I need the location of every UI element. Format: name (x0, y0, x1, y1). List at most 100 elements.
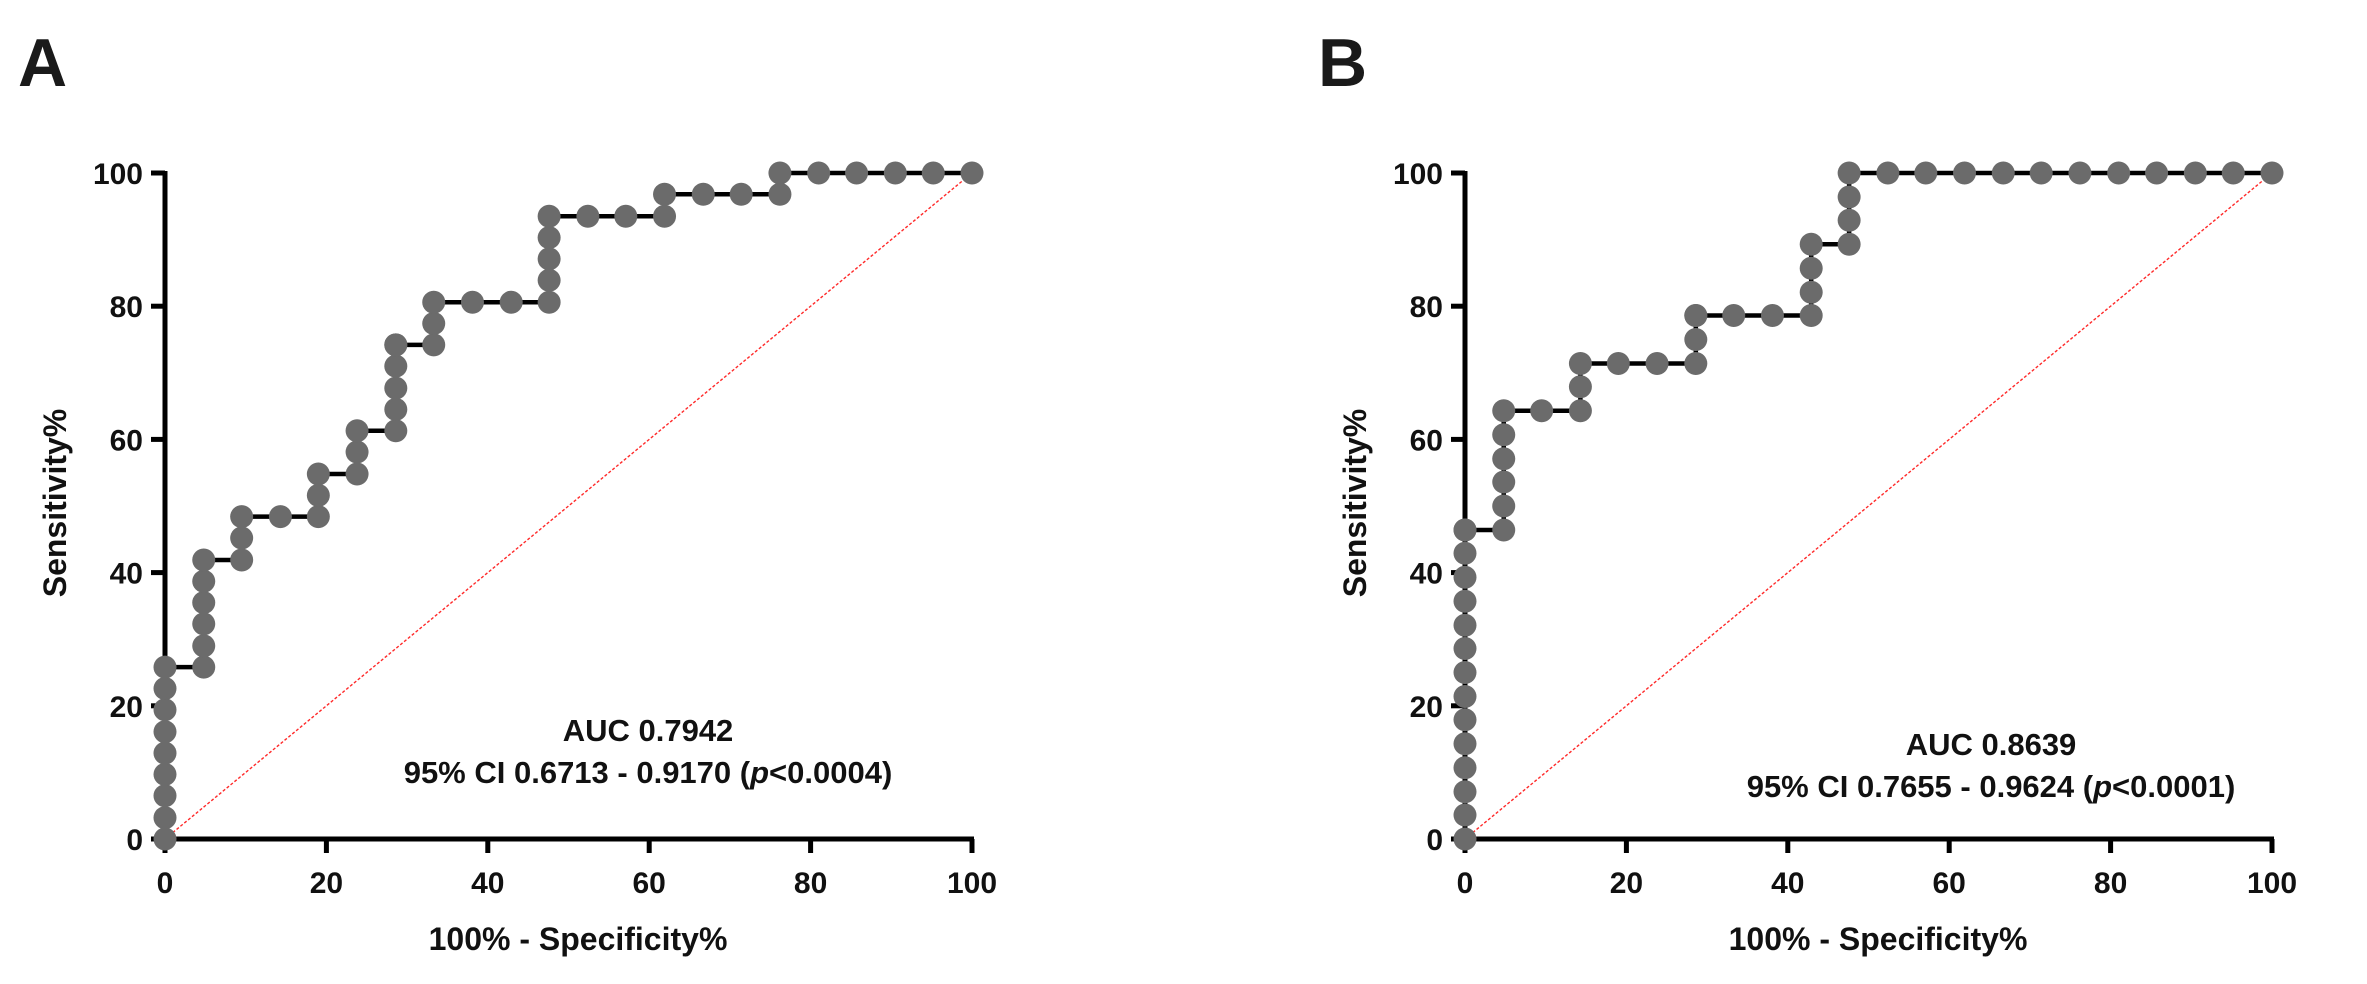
panel-a: A 0 20 40 60 80 100 0 20 40 60 80 100 100% - Specif… (18, 25, 997, 957)
roc-point (153, 806, 177, 830)
roc-point (422, 333, 446, 357)
roc-point (153, 762, 177, 786)
roc-point (1991, 161, 2015, 185)
ci-label: 95% CI 0.7655 - 0.9624 (p<0.0001) (1747, 769, 2236, 804)
roc-point (384, 376, 408, 400)
roc-point (1684, 351, 1708, 375)
reference-diagonal (1464, 172, 2273, 840)
roc-point (1453, 589, 1477, 613)
x-tick-label: 60 (633, 867, 666, 900)
y-tick-label: 60 (1410, 424, 1443, 457)
roc-point (1837, 208, 1861, 232)
y-axis-title: Sensitivity% (37, 409, 73, 598)
roc-point (1914, 161, 1938, 185)
roc-point (345, 462, 369, 486)
roc-point (2183, 161, 2207, 185)
panel-letter-b: B (1318, 25, 1367, 101)
roc-point (1684, 304, 1708, 328)
roc-point (1453, 708, 1477, 732)
roc-point (768, 182, 792, 206)
roc-point (1837, 161, 1861, 185)
roc-point (2068, 161, 2092, 185)
roc-point (1492, 447, 1516, 471)
roc-point (384, 419, 408, 443)
roc-point (153, 655, 177, 679)
roc-point (1453, 827, 1477, 851)
x-tick-label: 0 (157, 867, 174, 900)
roc-point (192, 612, 216, 636)
roc-point (1453, 780, 1477, 804)
x-tick-label: 80 (794, 867, 827, 900)
roc-point (2221, 161, 2245, 185)
x-tick-label: 100 (947, 867, 997, 900)
roc-point (653, 182, 677, 206)
ci-text: 95% CI 0.7655 - 0.9624 ( (1747, 769, 2094, 804)
ci-text: 95% CI 0.6713 - 0.9170 ( (404, 755, 751, 790)
roc-point (1453, 756, 1477, 780)
roc-point (153, 676, 177, 700)
y-tick-label: 100 (93, 158, 143, 191)
roc-point (153, 698, 177, 722)
roc-point (345, 440, 369, 464)
reference-diagonal (164, 172, 973, 840)
roc-point (153, 720, 177, 744)
roc-point (153, 741, 177, 765)
roc-point (1876, 161, 1900, 185)
roc-point (1568, 399, 1592, 423)
y-tick-label: 60 (110, 424, 143, 457)
roc-point (153, 827, 177, 851)
y-tick-label: 0 (126, 824, 143, 857)
x-tick-label: 40 (471, 867, 504, 900)
panel-letter-a: A (18, 25, 67, 101)
roc-point (384, 397, 408, 421)
x-tick-label: 20 (310, 867, 343, 900)
roc-point (2107, 161, 2131, 185)
x-tick-label: 80 (2094, 867, 2127, 900)
x-tick-label: 60 (1933, 867, 1966, 900)
roc-point (1492, 518, 1516, 542)
roc-point (1530, 399, 1554, 423)
roc-point (576, 204, 600, 228)
roc-point (153, 784, 177, 808)
roc-point (422, 290, 446, 314)
roc-point (1453, 661, 1477, 684)
roc-point (230, 526, 254, 550)
y-tick-label: 0 (1426, 824, 1443, 857)
roc-point (1492, 399, 1516, 423)
roc-series (153, 161, 984, 851)
roc-point (230, 548, 254, 572)
roc-point (1453, 518, 1477, 542)
roc-point (1492, 423, 1516, 447)
roc-point (306, 462, 330, 486)
auc-label: AUC 0.7942 (563, 713, 734, 748)
diagonal-line (1464, 172, 2273, 840)
roc-point (537, 204, 561, 228)
roc-point (729, 182, 753, 206)
roc-point (1799, 280, 1823, 304)
roc-point (1953, 161, 1977, 185)
y-tick-label: 80 (1410, 291, 1443, 324)
roc-point (807, 161, 831, 185)
x-tick-label: 40 (1771, 867, 1804, 900)
roc-point (192, 548, 216, 572)
roc-point (306, 505, 330, 529)
roc-point (1453, 732, 1477, 756)
roc-series (1453, 161, 2284, 851)
roc-point (460, 290, 484, 314)
roc-point (1492, 494, 1516, 518)
roc-point (2145, 161, 2169, 185)
roc-point (1453, 684, 1477, 708)
roc-point (1568, 351, 1592, 375)
roc-point (845, 161, 869, 185)
roc-point (1799, 304, 1823, 328)
x-tick-label: 100 (2247, 867, 2297, 900)
roc-point (960, 161, 984, 185)
diagonal-line (164, 172, 973, 840)
x-axis-title: 100% - Specificity% (429, 921, 728, 957)
roc-point (192, 569, 216, 593)
y-tick-label: 40 (110, 558, 143, 591)
roc-point (1492, 470, 1516, 494)
roc-point (614, 204, 638, 228)
x-tick-label: 20 (1610, 867, 1643, 900)
